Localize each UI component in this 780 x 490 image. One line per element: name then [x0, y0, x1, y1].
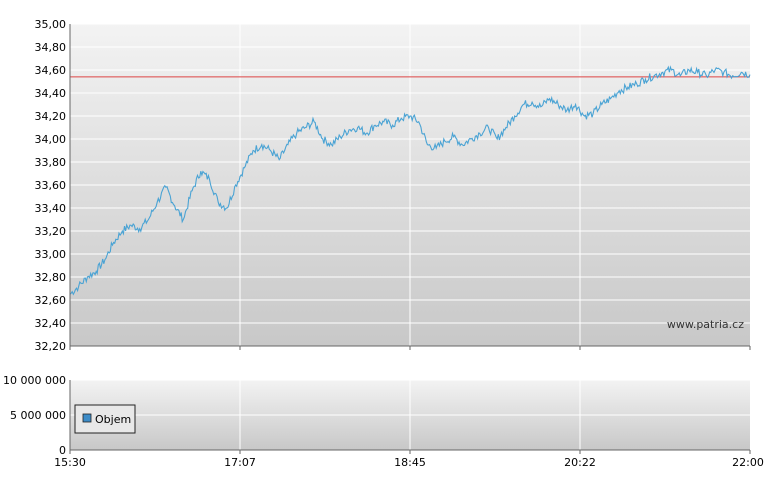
price-y-tick-label: 34,40 — [35, 87, 67, 100]
volume-y-tick-label: 10 000 000 — [3, 374, 66, 387]
volume-y-tick-label: 0 — [59, 444, 66, 457]
price-y-tick-label: 32,60 — [35, 294, 67, 307]
price-y-tick-label: 34,00 — [35, 133, 67, 146]
x-tick-label: 22:00 — [732, 456, 764, 469]
price-y-tick-label: 34,80 — [35, 41, 67, 54]
x-tick-label: 18:45 — [394, 456, 426, 469]
price-y-tick-label: 33,60 — [35, 179, 67, 192]
price-y-tick-label: 33,00 — [35, 248, 67, 261]
x-tick-label: 15:30 — [54, 456, 86, 469]
price-y-tick-label: 34,20 — [35, 110, 67, 123]
legend-swatch — [82, 413, 92, 423]
legend-label: Objem — [95, 413, 131, 426]
price-y-tick-label: 33,20 — [35, 225, 67, 238]
price-y-tick-label: 32,20 — [35, 340, 67, 353]
price-y-tick-label: 32,40 — [35, 317, 67, 330]
x-tick-label: 17:07 — [224, 456, 256, 469]
price-y-tick-label: 34,60 — [35, 64, 67, 77]
price-y-tick-label: 33,40 — [35, 202, 67, 215]
watermark: www.patria.cz — [667, 318, 744, 331]
volume-y-tick-label: 5 000 000 — [10, 409, 66, 422]
price-y-tick-label: 33,80 — [35, 156, 67, 169]
legend: Objem — [74, 404, 136, 434]
x-tick-label: 20:22 — [564, 456, 596, 469]
price-y-tick-label: 35,00 — [35, 18, 67, 31]
price-y-tick-label: 32,80 — [35, 271, 67, 284]
